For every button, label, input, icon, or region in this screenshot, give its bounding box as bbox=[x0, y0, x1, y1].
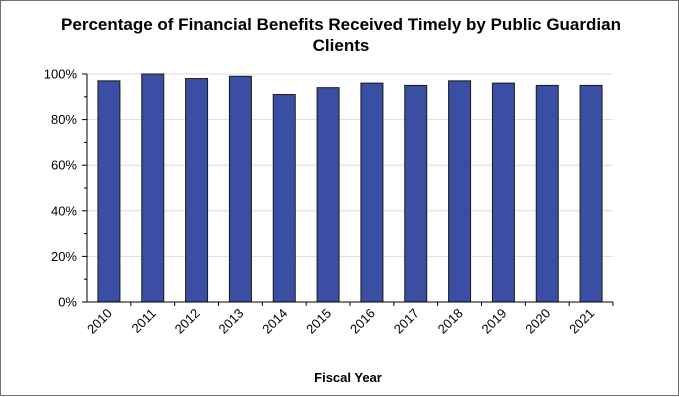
bar-2021 bbox=[580, 85, 602, 302]
x-axis-title: Fiscal Year bbox=[314, 370, 382, 385]
x-tick-label: 2011 bbox=[128, 306, 158, 336]
x-tick-label: 2013 bbox=[215, 306, 246, 337]
bar-2019 bbox=[492, 83, 514, 302]
bar-2010 bbox=[98, 81, 120, 302]
gridlines bbox=[87, 74, 613, 256]
bar-2012 bbox=[186, 79, 208, 302]
y-tick-label: 0% bbox=[58, 295, 77, 310]
x-tick-label: 2012 bbox=[172, 306, 203, 337]
x-tick-label: 2020 bbox=[522, 306, 553, 337]
x-tick-label: 2019 bbox=[478, 306, 509, 337]
x-tick-label: 2021 bbox=[566, 306, 597, 337]
bar-2018 bbox=[449, 81, 471, 302]
y-tick-label: 100% bbox=[44, 67, 78, 82]
x-tick-labels: 2010 2011 2012 2013 2014 2015 2016 2017 2018 2019… bbox=[84, 306, 597, 337]
y-tick-label: 80% bbox=[51, 112, 77, 127]
x-tick-label: 2010 bbox=[84, 306, 115, 337]
bar-2016 bbox=[361, 83, 383, 302]
bar-2014 bbox=[273, 95, 295, 302]
y-tick-labels: 0% 20% 40% 60% 80% 100% bbox=[44, 67, 78, 310]
chart-title-line-2: Clients bbox=[313, 36, 370, 55]
x-tick-label: 2015 bbox=[303, 306, 334, 337]
chart-title-line-1: Percentage of Financial Benefits Receive… bbox=[61, 15, 621, 34]
bar-2015 bbox=[317, 88, 339, 302]
y-tick-label: 60% bbox=[51, 158, 77, 173]
bar-2020 bbox=[536, 85, 558, 302]
y-tick-label: 20% bbox=[51, 249, 77, 264]
bar-2017 bbox=[405, 85, 427, 302]
bars bbox=[98, 74, 602, 302]
x-tick-label: 2016 bbox=[347, 306, 378, 337]
y-tick-label: 40% bbox=[51, 203, 77, 218]
bar-2011 bbox=[142, 74, 164, 302]
bar-2013 bbox=[229, 76, 251, 302]
x-tick-label: 2014 bbox=[259, 306, 290, 337]
x-tick-label: 2018 bbox=[435, 306, 466, 337]
x-tick-label: 2017 bbox=[391, 306, 422, 337]
